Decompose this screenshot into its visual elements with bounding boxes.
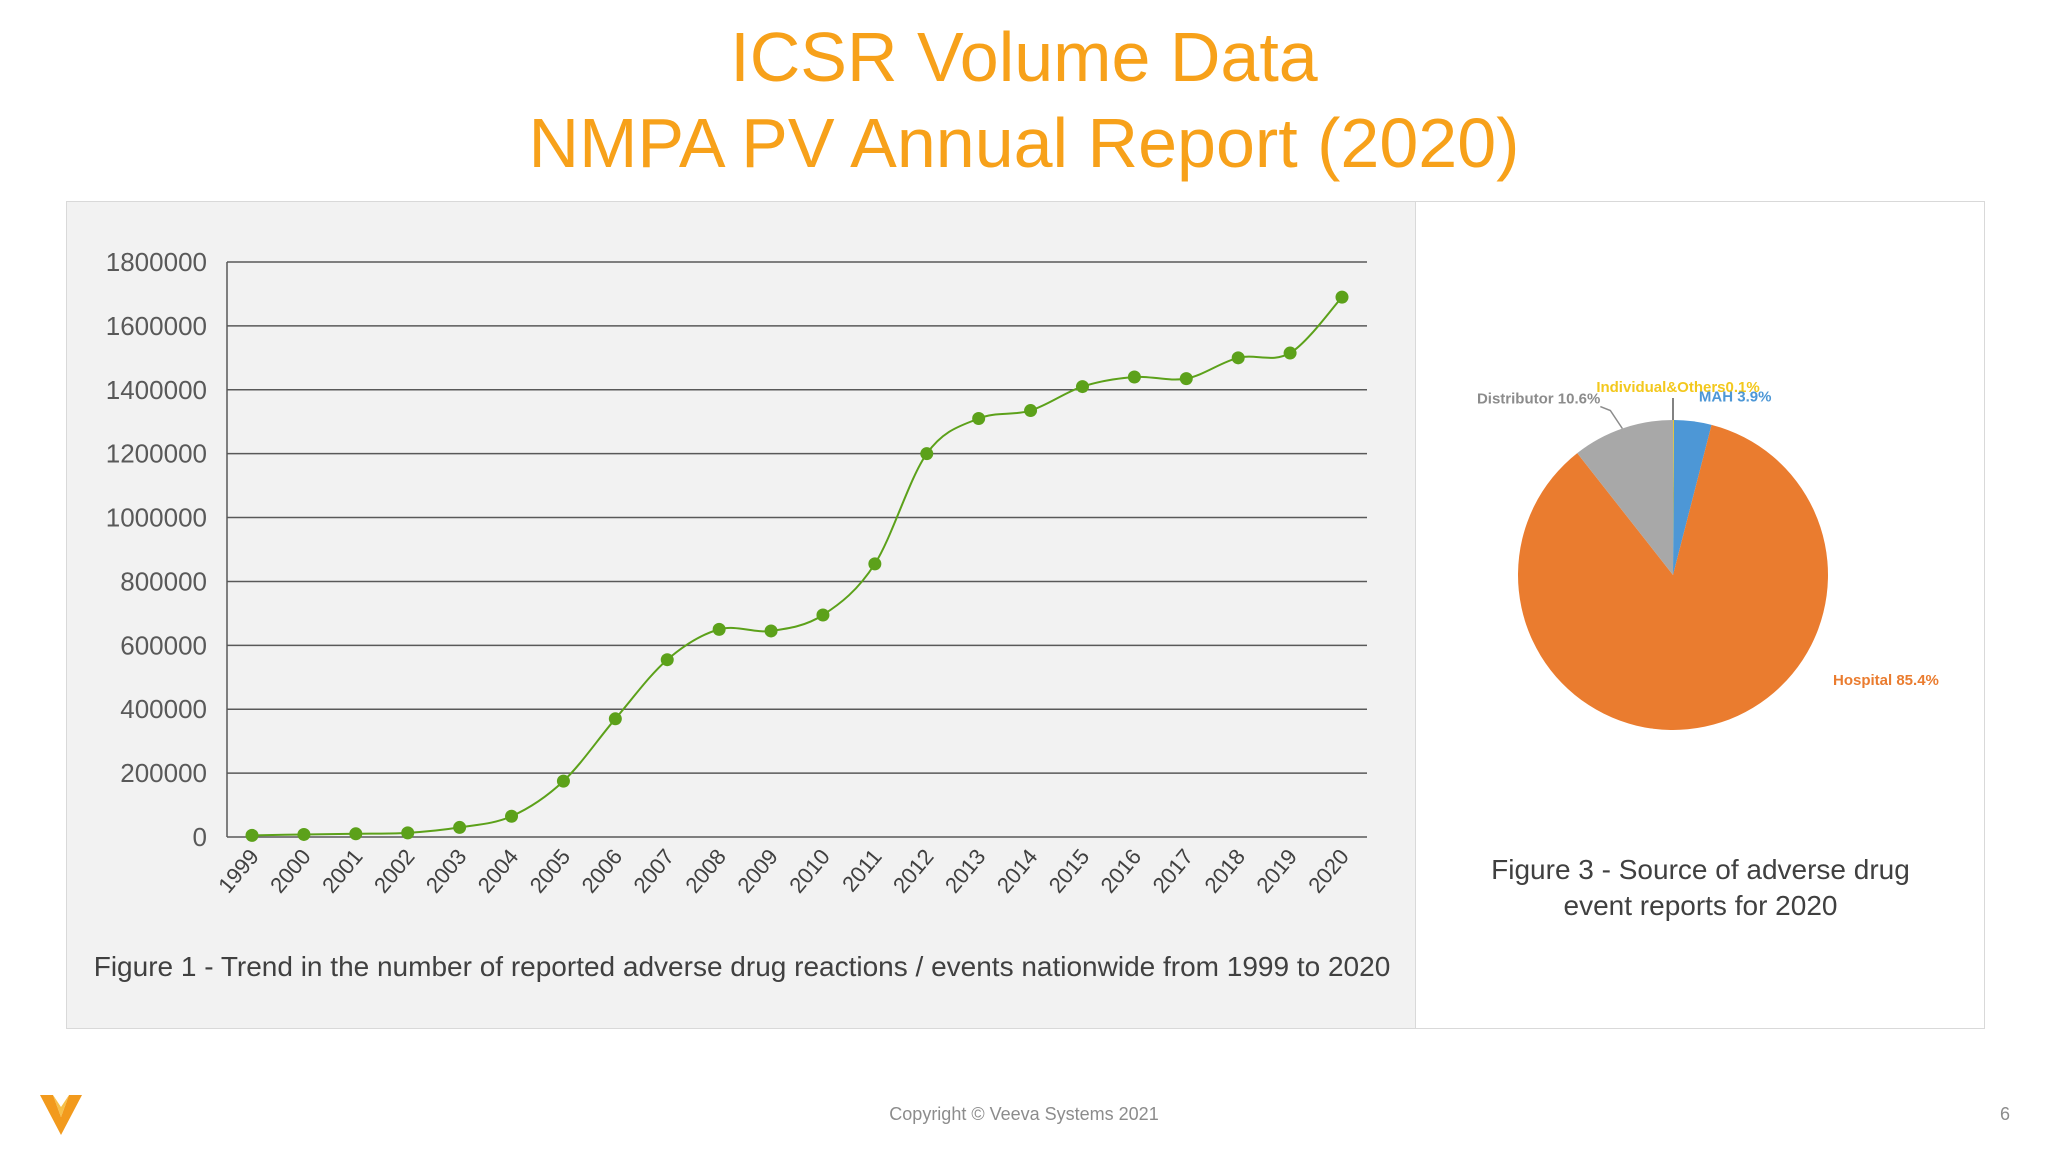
data-point <box>1075 380 1089 394</box>
series-line <box>251 296 1343 837</box>
x-tick-label: 2002 <box>369 844 420 898</box>
x-tick-label: 2018 <box>1199 844 1250 898</box>
data-point <box>972 412 986 426</box>
pie-slice <box>1577 420 1673 575</box>
line-chart: 0 200000 400000 600000 800000 1000000 1200000 1… <box>106 247 1367 898</box>
pie-slice <box>1518 424 1828 730</box>
data-point <box>764 624 778 638</box>
data-point <box>401 826 415 840</box>
data-point <box>1024 404 1038 418</box>
figure3-caption: Figure 3 - Source of adverse drug event … <box>1416 852 1985 924</box>
pie-slice-label: Individual&Others0.1% <box>1596 379 1759 396</box>
x-tick-label: 2019 <box>1251 844 1302 898</box>
footer-copyright: Copyright © Veeva Systems 2021 <box>889 1104 1159 1124</box>
figure3-caption-line-2: event reports for 2020 <box>1563 890 1838 921</box>
slide-title: ICSR Volume Data NMPA PV Annual Report (… <box>0 14 2048 186</box>
x-tick-label: 2009 <box>732 844 783 898</box>
x-tick-label: 2005 <box>525 844 576 898</box>
data-point <box>712 622 726 636</box>
data-point <box>349 827 363 841</box>
y-tick-label: 0 <box>193 822 207 852</box>
pie-slice <box>1673 420 1712 575</box>
pie-slice-label: MAH 3.9% <box>1699 388 1772 405</box>
title-line-2: NMPA PV Annual Report (2020) <box>528 104 1520 182</box>
x-tick-label: 2013 <box>940 844 991 898</box>
data-point <box>868 557 882 571</box>
x-tick-label: 2017 <box>1147 844 1198 898</box>
pie-slice-label: Distributor 10.6% <box>1477 391 1600 408</box>
x-tick-label: 2011 <box>837 844 887 896</box>
y-tick-label: 400000 <box>120 694 207 724</box>
y-tick-label: 1000000 <box>106 503 207 533</box>
x-tick-label: 2000 <box>265 844 316 898</box>
y-tick-label: 1800000 <box>106 247 207 277</box>
leader-line <box>1600 405 1623 429</box>
data-point <box>608 712 622 726</box>
data-point <box>297 827 311 841</box>
y-tick-label: 800000 <box>120 566 207 596</box>
data-point <box>816 608 830 622</box>
x-tick-label: 2010 <box>784 844 835 898</box>
pie-chart: Individual&Others0.1%MAH 3.9% Hospital 85… <box>1477 379 1939 730</box>
data-point <box>920 447 934 461</box>
x-tick-label: 2006 <box>577 844 628 898</box>
data-point <box>660 653 674 667</box>
x-tick-label: 2020 <box>1303 844 1354 898</box>
y-tick-label: 200000 <box>120 758 207 788</box>
data-point <box>1335 290 1349 304</box>
x-tick-label: 1999 <box>213 844 264 898</box>
data-point <box>1179 372 1193 386</box>
data-point <box>453 820 467 834</box>
y-tick-label: 1600000 <box>106 311 207 341</box>
figure1-caption: Figure 1 - Trend in the number of report… <box>93 951 1391 982</box>
data-point <box>556 774 570 788</box>
figure3-panel: Individual&Others0.1% MAH 3.9% Hospital 85… <box>1416 201 1985 1029</box>
x-tick-label: 2016 <box>1096 844 1147 898</box>
data-point <box>245 828 259 842</box>
x-tick-label: 2008 <box>680 844 731 898</box>
veeva-logo-icon <box>40 1095 82 1135</box>
title-line-1: ICSR Volume Data <box>730 18 1318 96</box>
figure1-panel: 0 200000 400000 600000 800000 1000000 1200000 1… <box>66 201 1416 1029</box>
data-point <box>1127 370 1141 384</box>
x-tick-label: 2004 <box>473 844 524 898</box>
data-point <box>1283 346 1297 360</box>
y-tick-label: 600000 <box>120 630 207 660</box>
y-tick-label: 1400000 <box>106 375 207 405</box>
figure3-caption-line-1: Figure 3 - Source of adverse drug <box>1491 854 1910 885</box>
data-point <box>1231 351 1245 365</box>
y-tick-label: 1200000 <box>106 439 207 469</box>
x-tick-label: 2015 <box>1044 844 1095 898</box>
x-tick-label: 2007 <box>628 844 679 898</box>
x-tick-label: 2003 <box>421 844 472 898</box>
page-number: 6 <box>1999 1104 2010 1124</box>
data-point <box>505 809 519 823</box>
pie-slice-label: Hospital 85.4% <box>1833 672 1939 689</box>
x-tick-label: 2014 <box>992 844 1043 898</box>
x-tick-label: 2001 <box>317 844 368 898</box>
x-tick-label: 2012 <box>888 844 939 898</box>
